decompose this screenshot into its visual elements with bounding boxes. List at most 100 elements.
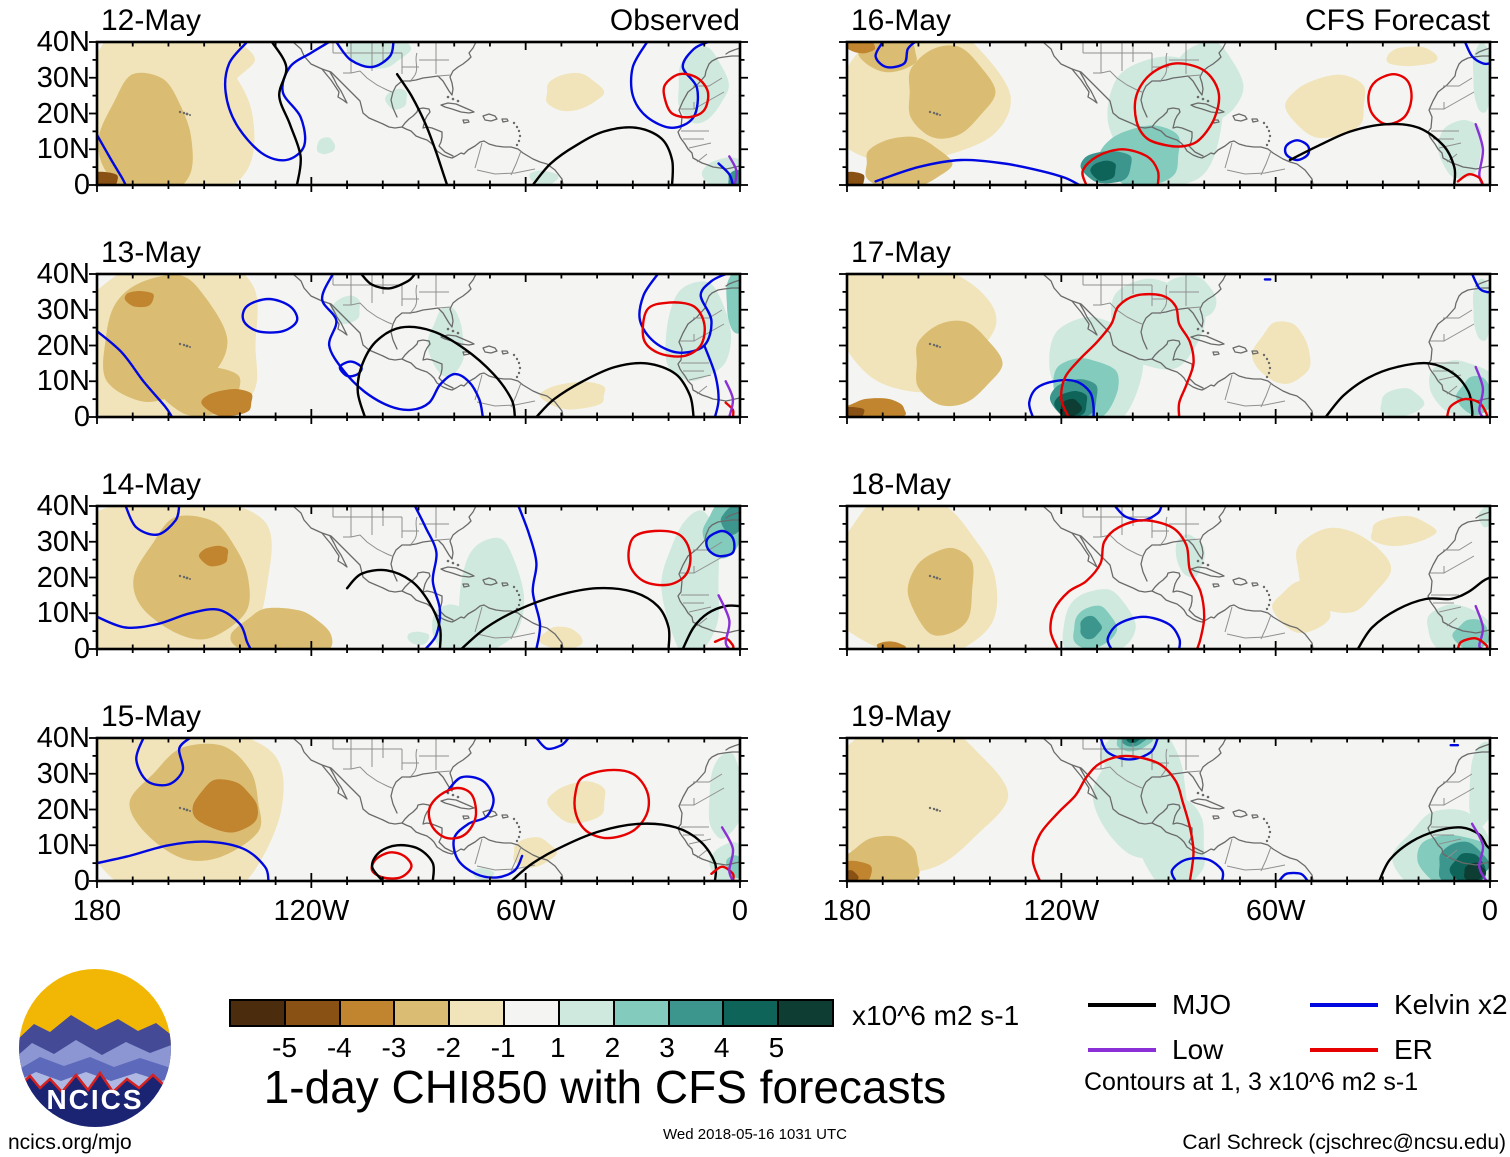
y-tick-label: 20N [36, 561, 90, 594]
y-tick-label: 0 [73, 865, 90, 897]
map-panel-13-may: 13-May [89, 237, 748, 424]
y-tick-label: 30N [36, 293, 90, 326]
colorbar-units-label: x10^6 m2 s-1 [852, 1000, 1020, 1031]
legend-item-mjo: MJO [1088, 989, 1232, 1020]
y-tick-label: 40N [36, 26, 90, 58]
legend-label: Low [1172, 1034, 1224, 1065]
mjo-line-swatch [1088, 1003, 1156, 1007]
y-tick-label: 40N [36, 490, 90, 522]
x-tick-label: 180 [822, 895, 872, 927]
low-line-swatch [1088, 1048, 1156, 1052]
y-tick-label: 10N [36, 597, 90, 630]
y-tick-label: 10N [36, 365, 90, 398]
colorbar-cell [612, 1001, 668, 1025]
map-canvas-17-may [839, 272, 1498, 424]
panel-header: 19-May [851, 701, 1490, 733]
map-canvas-13-may [89, 272, 748, 424]
panel-date-label: 19-May [851, 700, 952, 733]
colorbar-cell [777, 1001, 832, 1025]
colorbar-tick-label: 4 [713, 1032, 730, 1063]
panel-header: 13-May [101, 237, 740, 269]
x-tick-label: 120W [273, 895, 350, 927]
contour-levels-note: Contours at 1, 3 x10^6 m2 s-1 [1084, 1068, 1419, 1096]
y-tick-label: 0 [73, 401, 90, 433]
panel-date-label: 13-May [101, 236, 202, 269]
y-tick-label: 20N [36, 329, 90, 362]
panel-header: 18-May [851, 469, 1490, 501]
colorbar-tick-label: 1 [550, 1032, 566, 1063]
map-canvas-14-may [89, 504, 748, 656]
footer-credit: Carl Schreck (cjschrec@ncsu.edu) [1182, 1131, 1506, 1154]
colorbar-cell [231, 1001, 284, 1025]
er-line-swatch [1310, 1048, 1378, 1052]
panel-header: 12-May Observed [101, 5, 740, 37]
colorbar-cell [338, 1001, 394, 1025]
panel-header: 16-May CFS Forecast [851, 5, 1490, 37]
panel-date-label: 15-May [101, 700, 202, 733]
panel-header: 17-May [851, 237, 1490, 269]
map-panel-15-may: 15-May [89, 701, 748, 888]
colorbar-cell [557, 1001, 613, 1025]
map-panel-18-may: 18-May [839, 469, 1498, 656]
colorbar-cell [722, 1001, 778, 1025]
colorbar-tick-label: -4 [326, 1032, 352, 1063]
x-tick-label: 0 [731, 895, 749, 927]
map-canvas-12-may [89, 40, 748, 192]
legend-label: ER [1394, 1034, 1433, 1065]
y-tick-label: 20N [36, 793, 90, 826]
map-panel-12-may: 12-May Observed [89, 5, 748, 192]
colorbar-tick-label: 5 [768, 1032, 785, 1063]
map-panel-19-may: 19-May [839, 701, 1498, 888]
colorbar-tick-label: -1 [490, 1032, 516, 1063]
colorbar-tick-label: 2 [604, 1032, 621, 1063]
colorbar-tick-label: -5 [272, 1032, 298, 1063]
panel-date-label: 17-May [851, 236, 952, 269]
colorbar-cell [283, 1001, 339, 1025]
panel-date-label: 16-May [851, 4, 952, 37]
map-canvas-19-may [839, 736, 1498, 888]
x-tick-label: 60W [1245, 895, 1306, 927]
y-tick-label: 40N [36, 722, 90, 754]
footer-timestamp: Wed 2018-05-16 1031 UTC [663, 1126, 847, 1143]
panel-header: 15-May [101, 701, 740, 733]
colorbar [229, 999, 834, 1027]
colorbar-tick-label: -3 [381, 1032, 407, 1063]
column-label-observed: Observed [609, 4, 740, 37]
footer-url: ncics.org/mjo [8, 1131, 132, 1154]
column-label-cfs-forecast: CFS Forecast [1304, 4, 1490, 37]
y-tick-label: 40N [36, 258, 90, 290]
x-tick-label: 60W [495, 895, 556, 927]
kelvin-line-swatch [1310, 1003, 1378, 1007]
y-tick-label: 20N [36, 97, 90, 130]
panel-date-label: 18-May [851, 468, 952, 501]
map-canvas-18-may [839, 504, 1498, 656]
legend-item-kelvin: Kelvin x2 [1310, 989, 1508, 1020]
y-tick-label: 10N [36, 133, 90, 166]
panel-date-label: 14-May [101, 468, 202, 501]
legend-item-er: ER [1310, 1034, 1433, 1065]
figure-title: 1-day CHI850 with CFS forecasts [263, 1061, 947, 1113]
colorbar-cell [448, 1001, 504, 1025]
colorbar-cell [393, 1001, 449, 1025]
map-canvas-15-may [89, 736, 748, 888]
legend-item-low: Low [1088, 1034, 1224, 1065]
x-tick-label: 180 [72, 895, 122, 927]
legend-label: MJO [1172, 989, 1232, 1020]
panel-header: 14-May [101, 469, 740, 501]
colorbar-cell [503, 1001, 558, 1025]
colorbar-cell [667, 1001, 723, 1025]
y-tick-label: 0 [73, 169, 90, 201]
colorbar-tick-label: -2 [436, 1032, 461, 1063]
y-tick-label: 10N [36, 829, 90, 862]
colorbar-tick-label: 3 [659, 1032, 675, 1063]
map-panel-17-may: 17-May [839, 237, 1498, 424]
map-canvas-16-may [839, 40, 1498, 192]
logo-text: NCICS [46, 1084, 143, 1115]
map-panel-16-may: 16-May CFS Forecast [839, 5, 1498, 192]
x-tick-label: 0 [1481, 895, 1499, 927]
panel-date-label: 12-May [101, 4, 202, 37]
y-tick-label: 30N [36, 757, 90, 790]
x-tick-label: 120W [1023, 895, 1100, 927]
y-tick-label: 30N [36, 61, 90, 94]
